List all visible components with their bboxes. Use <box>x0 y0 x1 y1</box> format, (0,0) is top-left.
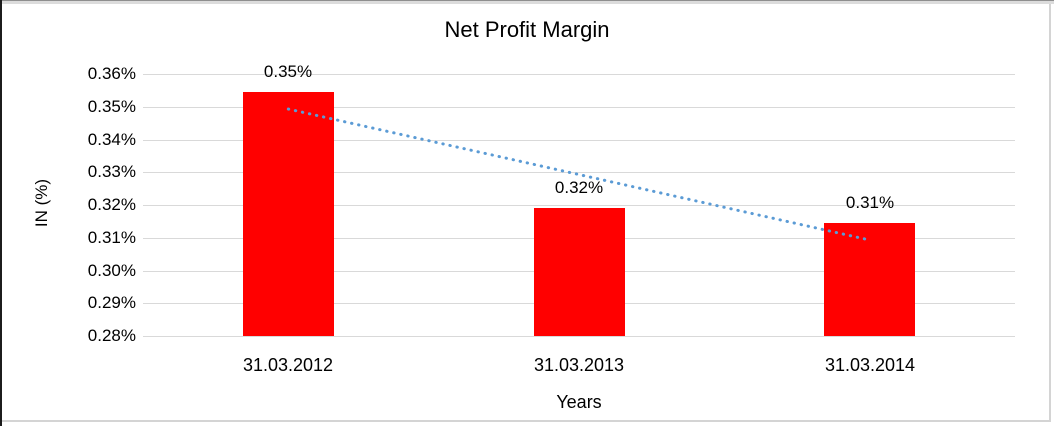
frame-border-left <box>0 0 2 426</box>
bar <box>824 223 915 336</box>
y-tick-label: 0.28% <box>87 326 136 345</box>
frame-border-right <box>1049 4 1051 422</box>
frame-border-top-inner <box>2 1 1054 4</box>
gridline <box>143 73 1015 75</box>
y-tick-label: 0.36% <box>87 64 136 83</box>
category-label: 31.03.2012 <box>242 355 334 375</box>
y-tick-label: 0.32% <box>87 195 136 214</box>
gridline <box>143 335 1015 337</box>
y-tick-label: 0.35% <box>87 97 136 116</box>
category-label: 31.03.2013 <box>533 355 625 375</box>
y-tick-label: 0.29% <box>87 293 136 312</box>
frame-border-top <box>0 0 1054 1</box>
y-tick-label: 0.33% <box>87 162 136 181</box>
gridline <box>143 106 1015 108</box>
bar <box>534 208 625 336</box>
category-label: 31.03.2014 <box>824 355 916 375</box>
data-label: 0.32% <box>554 178 604 197</box>
chart-title: Net Profit Margin <box>444 17 610 42</box>
y-tick-label: 0.31% <box>87 228 136 247</box>
x-axis-title: Years <box>556 392 602 412</box>
data-label: 0.35% <box>263 62 313 81</box>
data-label: 0.31% <box>845 193 895 212</box>
y-tick-label: 0.34% <box>87 130 136 149</box>
bar <box>243 92 334 336</box>
y-tick-label: 0.30% <box>87 261 136 280</box>
frame-border-bottom <box>2 420 1051 422</box>
